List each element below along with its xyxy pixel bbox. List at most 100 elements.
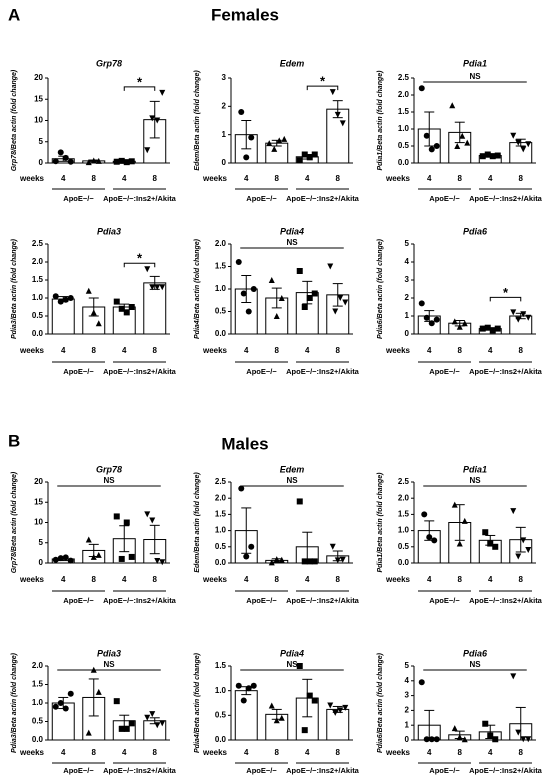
y-tick-label: 1.0 bbox=[398, 124, 410, 133]
point bbox=[449, 102, 456, 109]
x-tick-label: 4 bbox=[122, 575, 127, 584]
group-label: ApoE−/−:Ins2+/Akita bbox=[469, 596, 543, 605]
y-tick-label: 1.0 bbox=[215, 284, 227, 293]
y-tick-label: 2.5 bbox=[398, 73, 410, 82]
point bbox=[118, 725, 125, 732]
point bbox=[311, 290, 318, 297]
y-tick-label: 1 bbox=[405, 311, 410, 320]
point bbox=[459, 132, 466, 139]
group-label: ApoE−/− bbox=[246, 766, 277, 775]
y-tick-label: 1.5 bbox=[32, 275, 44, 284]
group-label: ApoE−/− bbox=[246, 367, 277, 376]
x-prefix: weeks bbox=[19, 748, 45, 757]
point bbox=[159, 284, 166, 291]
x-tick-label: 4 bbox=[427, 346, 432, 355]
point bbox=[418, 679, 425, 686]
point bbox=[52, 556, 59, 563]
group-label: ApoE−/−:Ins2+/Akita bbox=[469, 367, 543, 376]
point bbox=[515, 316, 522, 323]
point bbox=[342, 299, 349, 306]
point bbox=[418, 85, 425, 92]
point bbox=[281, 135, 288, 142]
y-tick-label: 20 bbox=[34, 477, 43, 486]
x-tick-label: 4 bbox=[488, 748, 493, 757]
y-tick-label: 10 bbox=[34, 518, 43, 527]
point bbox=[332, 308, 339, 315]
group-label: ApoE−/−:Ins2+/Akita bbox=[103, 596, 177, 605]
group-label: ApoE−/−:Ins2+/Akita bbox=[103, 194, 177, 203]
point bbox=[487, 732, 494, 739]
significance-bracket bbox=[306, 85, 339, 91]
bar bbox=[143, 282, 167, 335]
point bbox=[240, 697, 247, 704]
point bbox=[62, 705, 69, 712]
group-label: ApoE−/−:Ins2+/Akita bbox=[469, 766, 543, 775]
point bbox=[128, 304, 135, 310]
y-tick-label: 5 bbox=[39, 538, 44, 547]
y-tick-label: 2.5 bbox=[215, 477, 227, 486]
y-axis-label: Pdia4/Beta actin (fold change) bbox=[194, 238, 201, 339]
y-tick-label: 2.0 bbox=[398, 90, 410, 99]
y-tick-label: 5 bbox=[405, 239, 410, 248]
x-tick-label: 4 bbox=[488, 346, 493, 355]
significance-bracket bbox=[489, 296, 522, 302]
point bbox=[492, 736, 499, 743]
x-tick-label: 4 bbox=[61, 174, 66, 183]
point bbox=[159, 559, 166, 566]
x-tick-label: 4 bbox=[61, 346, 66, 355]
point bbox=[149, 115, 156, 122]
point bbox=[337, 295, 344, 301]
point bbox=[464, 139, 471, 146]
group-label: ApoE−/−:Ins2+/Akita bbox=[286, 367, 360, 376]
group-label: ApoE−/− bbox=[429, 367, 460, 376]
point bbox=[306, 295, 313, 301]
x-prefix: weeks bbox=[19, 174, 45, 183]
significance-label: NS bbox=[286, 660, 298, 669]
point bbox=[461, 517, 468, 524]
x-tick-label: 8 bbox=[336, 174, 341, 183]
panel-label: B bbox=[8, 431, 20, 450]
x-tick-label: 4 bbox=[488, 174, 493, 183]
y-tick-label: 1.0 bbox=[32, 293, 44, 302]
x-tick-label: 4 bbox=[244, 748, 249, 757]
point bbox=[149, 517, 156, 524]
point bbox=[149, 284, 156, 291]
point bbox=[487, 540, 494, 547]
point bbox=[144, 266, 151, 273]
point bbox=[296, 663, 303, 669]
point bbox=[296, 498, 303, 505]
y-tick-label: 0 bbox=[39, 558, 44, 567]
x-tick-label: 8 bbox=[519, 346, 524, 355]
group-label: ApoE−/− bbox=[63, 194, 94, 203]
point bbox=[301, 727, 308, 734]
x-tick-label: 4 bbox=[244, 346, 249, 355]
x-tick-label: 4 bbox=[305, 748, 310, 757]
y-tick-label: 1.0 bbox=[215, 526, 227, 535]
y-tick-label: 2.0 bbox=[215, 239, 227, 248]
point bbox=[67, 557, 74, 564]
point bbox=[128, 720, 135, 727]
y-axis-label: Pdia1/Beta actin (fold change) bbox=[377, 472, 384, 573]
point bbox=[245, 308, 252, 315]
y-tick-label: 0.0 bbox=[215, 329, 227, 338]
point bbox=[431, 537, 438, 544]
chart-title: Pdia4 bbox=[280, 648, 304, 658]
significance-label: NS bbox=[469, 72, 481, 81]
point bbox=[52, 703, 59, 710]
point bbox=[62, 554, 69, 561]
y-tick-label: 2.0 bbox=[398, 493, 410, 502]
x-prefix: weeks bbox=[385, 346, 411, 355]
y-tick-label: 0.0 bbox=[398, 158, 410, 167]
x-tick-label: 8 bbox=[519, 748, 524, 757]
point bbox=[421, 511, 428, 518]
point bbox=[342, 704, 349, 711]
group-label: ApoE−/−:Ins2+/Akita bbox=[103, 766, 177, 775]
y-tick-label: 0 bbox=[405, 735, 410, 744]
point bbox=[461, 320, 468, 327]
x-tick-label: 8 bbox=[458, 346, 463, 355]
bar bbox=[234, 690, 258, 741]
point bbox=[67, 690, 74, 697]
y-tick-label: 2 bbox=[222, 101, 227, 110]
x-tick-label: 8 bbox=[92, 575, 97, 584]
point bbox=[456, 734, 463, 741]
